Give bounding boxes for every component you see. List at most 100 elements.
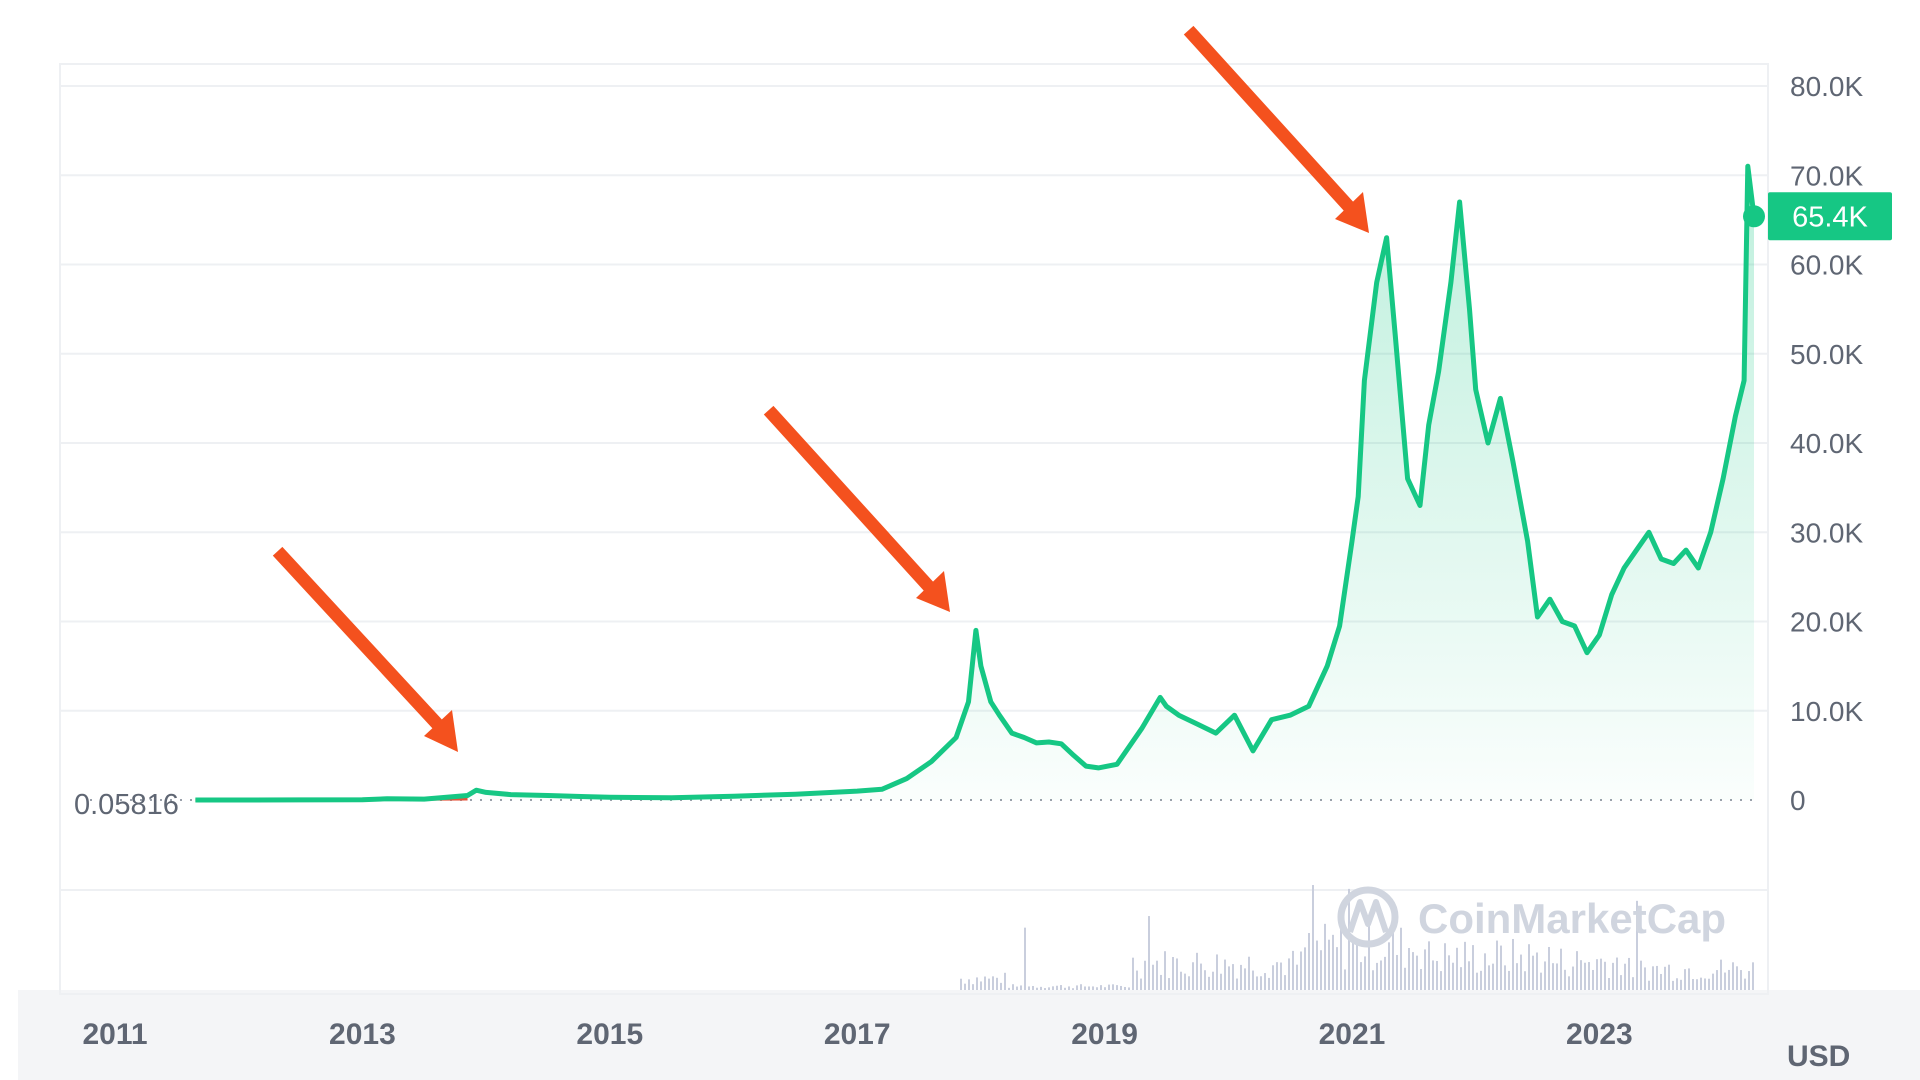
volume-bar — [1160, 974, 1162, 990]
volume-bar — [988, 978, 990, 990]
volume-bar — [996, 977, 998, 990]
volume-bar — [1536, 952, 1538, 990]
volume-bar — [1340, 928, 1342, 990]
volume-bar — [1552, 963, 1554, 990]
volume-bar — [1472, 945, 1474, 990]
plot-frame — [59, 63, 1769, 995]
volume-bar — [984, 976, 986, 990]
volume-bar — [1592, 969, 1594, 990]
y-tick-label: 40.0K — [1790, 428, 1863, 459]
volume-bar — [1096, 987, 1098, 990]
y-tick-label: 70.0K — [1790, 160, 1863, 191]
volume-bar — [1720, 959, 1722, 990]
volume-bar — [992, 976, 994, 990]
volume-bar — [1276, 962, 1278, 990]
volume-bar — [960, 978, 962, 990]
volume-bar — [1104, 987, 1106, 990]
volume-bar — [1088, 986, 1090, 990]
volume-bar — [1444, 943, 1446, 990]
volume-bar — [1076, 985, 1078, 990]
volume-bar — [1380, 960, 1382, 990]
volume-bar — [1112, 984, 1114, 990]
volume-bar — [1508, 970, 1510, 990]
volume-bar — [1688, 968, 1690, 990]
volume-bar — [1572, 966, 1574, 990]
y-tick-label: 30.0K — [1790, 517, 1863, 548]
volume-bar — [1028, 986, 1030, 990]
volume-bar — [1284, 975, 1286, 990]
volume-bar — [1748, 971, 1750, 990]
watermark-text: CoinMarketCap — [1418, 895, 1726, 942]
volume-bar — [1048, 987, 1050, 990]
volume-bar — [1496, 940, 1498, 990]
volume-bar — [1052, 986, 1054, 990]
volume-bar — [1424, 949, 1426, 990]
volume-bar — [1644, 967, 1646, 990]
volume-bar — [1412, 952, 1414, 990]
y-tick-label: 60.0K — [1790, 250, 1863, 281]
volume-bar — [1464, 941, 1466, 990]
x-tick-label: 2023 — [1566, 1018, 1633, 1051]
volume-bar — [1000, 982, 1002, 990]
volume-bar — [1288, 958, 1290, 990]
volume-bar — [1608, 977, 1610, 990]
y-axis-labels: 0 10.0K 20.0K 30.0K 40.0K 50.0K 60.0K 70… — [1790, 71, 1863, 816]
x-tick-label: 2011 — [82, 1018, 147, 1051]
current-price-tag — [1768, 192, 1892, 241]
volume-bar — [1352, 939, 1354, 990]
volume-bar — [1568, 976, 1570, 990]
volume-bar — [1452, 962, 1454, 990]
volume-bar — [1036, 987, 1038, 990]
volume-bar — [1372, 970, 1374, 990]
volume-bar — [1072, 988, 1074, 990]
volume-bar — [1664, 966, 1666, 990]
volume-bar — [1216, 954, 1218, 990]
x-tick-label: 2021 — [1319, 1018, 1386, 1051]
volume-bar — [1576, 951, 1578, 990]
volume-bar — [1544, 961, 1546, 990]
volume-bar — [1188, 976, 1190, 990]
volume-bar — [1432, 960, 1434, 990]
volume-bar — [1108, 984, 1110, 990]
volume-bar — [1476, 972, 1478, 990]
baseline-value-label: 0.05816 — [74, 789, 179, 821]
volume-bar — [1236, 978, 1238, 990]
volume-bar — [1620, 975, 1622, 990]
volume-bar — [1248, 956, 1250, 990]
volume-bar — [1632, 977, 1634, 990]
volume-bar — [1480, 970, 1482, 990]
volume-bar — [1012, 984, 1014, 990]
volume-bar — [1260, 976, 1262, 990]
volume-bar — [1140, 978, 1142, 990]
volume-bar — [1676, 978, 1678, 990]
volume-bar — [972, 984, 974, 990]
volume-bar — [1384, 956, 1386, 990]
volume-bar — [1468, 961, 1470, 990]
volume-bar — [1136, 970, 1138, 990]
volume-bar — [1020, 985, 1022, 990]
volume-bar — [1040, 986, 1042, 990]
volume-bar — [1708, 978, 1710, 990]
volume-bar — [1128, 987, 1130, 990]
volume-bar — [976, 977, 978, 990]
volume-bar — [1180, 971, 1182, 990]
volume-bar — [1152, 964, 1154, 990]
volume-bar — [1428, 941, 1430, 990]
volume-bar — [1528, 944, 1530, 990]
current-price-dot — [1743, 205, 1765, 228]
volume-bar — [1712, 973, 1714, 990]
volume-bar — [1580, 960, 1582, 990]
volume-bar — [1436, 960, 1438, 990]
volume-bar — [1376, 962, 1378, 990]
volume-bar — [1672, 980, 1674, 990]
volume-bar — [1004, 972, 1006, 990]
volume-bar — [1016, 986, 1018, 990]
volume-bar — [1700, 977, 1702, 990]
volume-bar — [1324, 923, 1326, 990]
volume-bar — [1604, 961, 1606, 990]
volume-bar — [1680, 979, 1682, 990]
volume-bar — [1292, 950, 1294, 990]
volume-bar — [1416, 955, 1418, 990]
volume-bar — [1212, 971, 1214, 990]
